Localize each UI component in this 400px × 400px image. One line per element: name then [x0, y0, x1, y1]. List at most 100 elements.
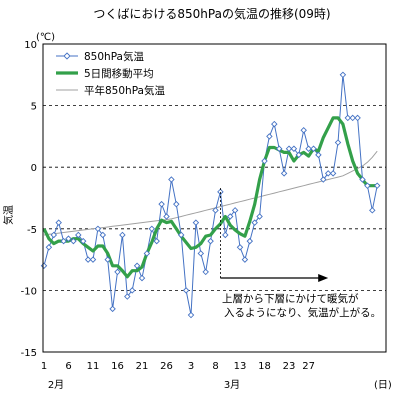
observed-temp-point	[329, 170, 337, 177]
observed-temp-point	[212, 207, 219, 214]
observed-temp-point	[320, 176, 327, 183]
moving-average-line	[42, 116, 378, 279]
y-tick-label: 0	[31, 163, 37, 174]
observed-temp-point	[158, 200, 165, 208]
observed-temp-point	[173, 200, 180, 208]
observed-temp-point	[300, 127, 307, 134]
y-ticks: 10 5 0 -5 -10 -15	[21, 40, 37, 359]
observed-temp-point	[207, 237, 214, 245]
observed-temp-point	[241, 256, 249, 263]
x-tick-label: 1	[41, 361, 47, 372]
observed-temp-point	[251, 219, 258, 226]
observed-temp-point	[339, 71, 347, 79]
y-tick-label: -15	[21, 348, 37, 359]
y-tick-label: -5	[27, 225, 37, 236]
observed-temp-point	[373, 182, 381, 189]
observed-temp-point	[275, 145, 283, 152]
observed-temp-point	[197, 250, 205, 257]
observed-temp-point	[354, 114, 361, 122]
observed-temp-point	[79, 237, 87, 245]
observed-temp-point	[305, 145, 312, 152]
observed-temp-point	[217, 188, 224, 196]
observed-temp-point	[226, 213, 234, 220]
x-tick-label: 23	[283, 361, 296, 372]
observed-temp-point	[285, 145, 293, 152]
y-tick-label: -10	[21, 286, 37, 297]
month-label: 2月	[48, 379, 64, 391]
observed-temp-point	[148, 225, 156, 233]
observed-temp-point	[202, 268, 209, 276]
observed-temp-point	[60, 237, 67, 245]
observed-temp-point	[94, 225, 102, 233]
observed-temp-point	[177, 231, 185, 239]
x-unit: (日)	[374, 380, 392, 391]
legend-marker-observed	[63, 52, 71, 60]
legend-label: 850hPa気温	[84, 50, 144, 63]
observed-temp-point	[55, 219, 62, 226]
observed-temp-point	[256, 213, 263, 220]
chart-title: つくばにおける850hPaの気温の推移(09時)	[93, 6, 330, 21]
observed-temp-point	[246, 237, 254, 245]
observed-temp-point	[163, 213, 170, 220]
x-tick-label: 6	[65, 361, 71, 372]
y-unit: (℃)	[36, 32, 55, 43]
x-tick-label: 16	[111, 361, 124, 372]
observed-temp-point	[70, 237, 77, 245]
grid	[43, 105, 386, 291]
observed-temp-point	[187, 311, 195, 319]
observed-temp-point	[75, 231, 82, 239]
observed-temp-point	[280, 170, 288, 177]
observed-temp-point	[143, 250, 151, 257]
observed-temp-point	[344, 114, 352, 122]
observed-temp-point	[128, 287, 136, 294]
observed-temp-point	[290, 145, 298, 152]
annotation-arrowhead	[318, 274, 329, 282]
observed-temp-point	[236, 244, 244, 251]
observed-temp-point	[182, 287, 190, 294]
observed-temp-point	[324, 170, 332, 177]
observed-temp-point	[192, 219, 200, 226]
observed-temp-point	[222, 231, 229, 239]
observed-temp-point	[45, 244, 53, 251]
series-layer	[40, 71, 381, 319]
observed-temp-point	[99, 231, 107, 239]
y-tick-label: 10	[24, 40, 37, 51]
x-tick-label: 8	[212, 361, 218, 372]
observed-temp-point	[119, 231, 126, 239]
y-axis-label: 気温	[2, 205, 15, 225]
annotation-text: 上層から下層にかけて暖気が	[222, 292, 359, 305]
observed-temp-point	[261, 157, 268, 165]
observed-temp-point	[40, 262, 48, 269]
observed-temp-point	[124, 293, 131, 300]
normal-temp-line	[43, 150, 378, 236]
x-tick-label: 11	[87, 361, 100, 372]
x-tick-label: 26	[160, 361, 173, 372]
observed-temp-point	[153, 237, 160, 245]
x-tick-label: 3	[188, 361, 194, 372]
observed-temp-point	[109, 305, 116, 313]
observed-temp-point	[89, 256, 97, 263]
observed-temp-point	[349, 114, 356, 122]
observed-temp-point	[84, 256, 92, 263]
observed-temp-point	[168, 176, 175, 183]
x-tick-label: 21	[136, 361, 149, 372]
observed-temp-line	[43, 74, 378, 316]
month-label: 3月	[224, 379, 240, 391]
x-tick-label: 27	[302, 361, 315, 372]
x-tick-label: 18	[258, 361, 271, 372]
y-tick-label: 5	[31, 102, 37, 113]
observed-temp-point	[138, 274, 146, 282]
observed-temp-point	[271, 120, 278, 128]
annotation-text: 入るようになり、気温が上がる。	[224, 306, 381, 319]
observed-temp-point	[310, 145, 317, 152]
plot-frame	[42, 43, 387, 353]
observed-temp-point	[295, 151, 303, 159]
legend-label: 平年850hPa気温	[84, 84, 165, 97]
observed-temp-point	[334, 139, 342, 146]
observed-temp-point	[65, 235, 72, 242]
x-tick-label: 13	[234, 361, 247, 372]
